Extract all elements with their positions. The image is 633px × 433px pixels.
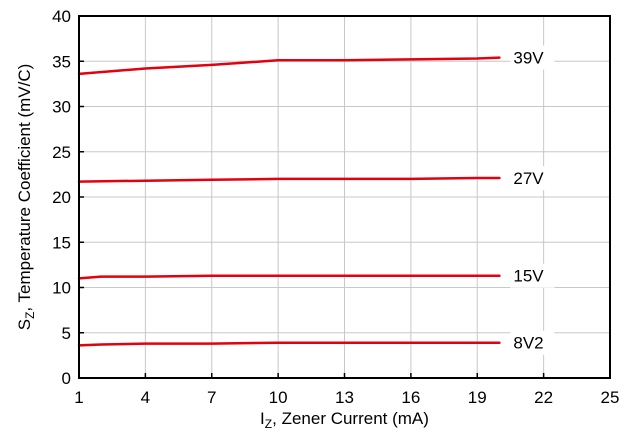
series-label-27v: 27V [513,169,544,188]
series-lines [77,56,501,347]
series-label-15v: 15V [513,267,544,286]
y-tick-label: 10 [52,279,71,298]
x-axis-title-subscript: Z [265,417,272,431]
x-tick-label: 4 [141,388,150,407]
x-tick-label: 1 [74,388,83,407]
x-axis-title-text: , Zener Current (mA) [272,409,429,428]
series-label-background [510,263,555,288]
x-tick-label: 13 [335,388,354,407]
x-tick-label: 22 [534,388,553,407]
x-tick-label: 16 [401,388,420,407]
series-label-39v: 39V [513,49,544,68]
y-tick-label: 15 [52,233,71,252]
series-label-background [510,45,555,70]
y-axis-ticks: 0 5 10 15 20 25 30 35 40 [52,7,84,388]
series-line-27v [77,176,501,183]
y-axis-title-subscript: Z [23,312,37,319]
x-axis-title-symbol: I [260,409,265,428]
x-tick-label: 19 [468,388,487,407]
y-axis-title-text: , Temperature Coefficient (mV/C) [15,64,34,312]
y-tick-label: 20 [52,188,71,207]
series-line-8v2 [77,341,501,347]
y-tick-label: 40 [52,7,71,26]
x-tick-label: 25 [601,388,620,407]
series-label-background [510,165,555,190]
series-line-39v [77,56,501,76]
y-tick-label: 30 [52,98,71,117]
x-tick-label: 10 [269,388,288,407]
series-label-background [510,330,555,355]
series-labels: 39V 27V 15V 8V2 [510,45,555,355]
y-tick-label: 5 [62,324,71,343]
x-tick-label: 7 [207,388,216,407]
y-axis-title-symbol: S [15,319,34,330]
y-tick-label: 35 [52,52,71,71]
y-axis-title: SZ, Temperature Coefficient (mV/C) [15,64,37,331]
series-label-8v2: 8V2 [513,334,543,353]
x-axis-ticks: 1 4 7 10 13 16 19 22 25 [74,373,619,407]
y-tick-label: 25 [52,143,71,162]
y-tick-label: 0 [62,369,71,388]
x-axis-title: IZ, Zener Current (mA) [260,409,429,431]
grid-lines [78,15,611,379]
series-line-15v [77,274,501,280]
